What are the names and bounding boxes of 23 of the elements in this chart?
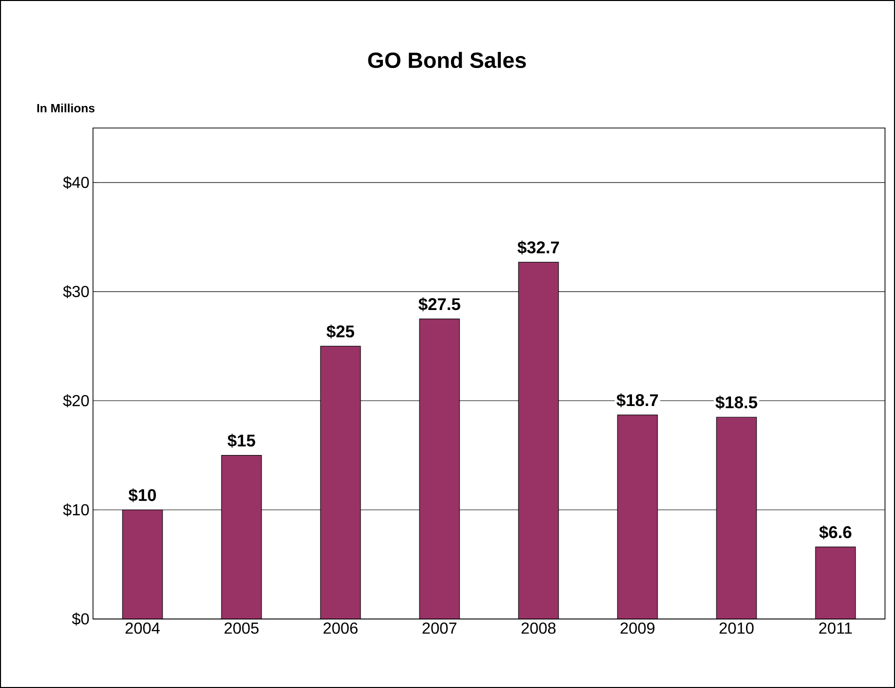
x-tick-label: 2004: [126, 622, 160, 634]
y-tick-label: $10: [63, 503, 89, 516]
data-label: $18.7: [616, 393, 658, 408]
x-tick-label: 2007: [422, 622, 456, 634]
x-tick-label: 2009: [620, 622, 654, 634]
y-tick-label: $30: [63, 285, 89, 298]
data-label: $10: [128, 488, 156, 502]
data-label: $25: [326, 324, 354, 338]
x-tick-label: 2011: [819, 622, 852, 634]
x-tick-label: 2006: [324, 622, 358, 634]
x-tick-label: 2005: [224, 622, 259, 634]
y-tick-label: $0: [72, 612, 89, 626]
data-label: $6.6: [819, 525, 852, 540]
data-label: $15: [228, 434, 256, 448]
y-tick-label: $40: [63, 176, 89, 189]
x-tick-label: 2008: [522, 622, 556, 634]
data-label: $27.5: [418, 297, 460, 312]
data-label: $18.5: [716, 396, 758, 410]
x-tick-label: 2010: [720, 622, 754, 634]
data-label: $32.7: [518, 240, 559, 254]
chart-title: GO Bond Sales: [368, 52, 526, 68]
y-tick-label: $20: [63, 394, 89, 408]
y-axis-title: In Millions: [37, 104, 94, 112]
